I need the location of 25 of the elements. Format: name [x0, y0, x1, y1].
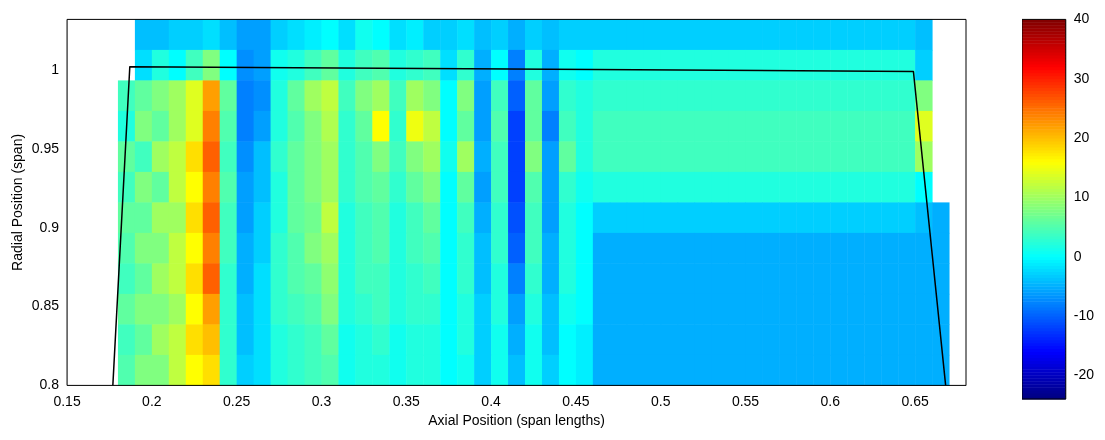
color-bar-label: 20 [1073, 128, 1090, 145]
x-tick-label: 0.6 [820, 392, 841, 409]
x-tick-label: 0.3 [311, 392, 332, 409]
color-bar-label: -20 [1073, 366, 1095, 383]
color-bar-label: 40 [1073, 10, 1090, 27]
y-tick-label: 1 [51, 60, 60, 77]
color-bar-label: -10 [1073, 306, 1095, 323]
x-tick-label: 0.65 [901, 392, 929, 409]
y-tick-label: 0.8 [39, 376, 60, 393]
x-tick-label: 0.35 [392, 392, 421, 409]
x-tick-label: 0.5 [650, 392, 671, 409]
x-tick-label: 0.25 [223, 392, 251, 409]
y-tick-label: 0.85 [31, 297, 60, 314]
x-tick-label: 0.45 [562, 392, 590, 409]
x-axis-title: Axial Position (span lengths) [428, 412, 605, 429]
x-tick-label: 0.55 [731, 392, 760, 409]
color-bar-label: 10 [1073, 188, 1090, 205]
y-tick-label: 0.95 [31, 139, 60, 156]
color-bar-label: 30 [1073, 69, 1090, 86]
y-axis-title: Radial Position (span) [9, 133, 26, 271]
y-tick-label: 0.9 [39, 218, 60, 235]
color-bar-label: 0 [1073, 247, 1082, 264]
x-tick-label: 0.4 [481, 392, 502, 409]
x-tick-label: 0.15 [53, 392, 81, 409]
x-tick-label: 0.2 [142, 392, 162, 409]
